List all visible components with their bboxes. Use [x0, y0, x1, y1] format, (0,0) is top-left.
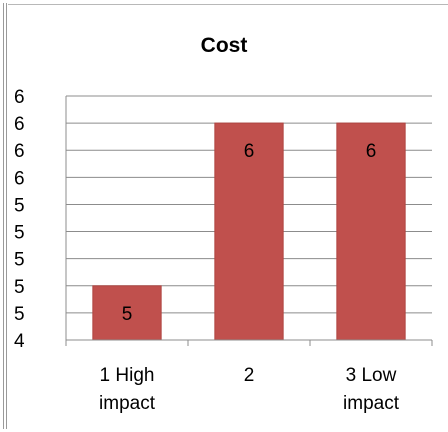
y-tick-label: 6	[14, 141, 25, 162]
y-tick-label: 5	[14, 195, 25, 216]
chart-frame-border	[3, 3, 7, 429]
x-category-label-line: 3 Low	[346, 365, 397, 386]
bar-data-label: 6	[244, 141, 255, 162]
bar	[92, 285, 162, 341]
x-category-label-line: impact	[99, 393, 156, 414]
bar-data-label: 6	[366, 141, 377, 162]
x-category-label: 2	[244, 365, 255, 386]
x-category-label-line: impact	[343, 393, 400, 414]
y-tick-label: 5	[14, 304, 25, 325]
y-tick-label: 5	[14, 250, 25, 271]
y-tick-label: 4	[14, 331, 25, 352]
bar-data-label: 5	[122, 304, 133, 325]
y-tick-label: 6	[14, 168, 25, 189]
bar	[214, 122, 284, 341]
chart-title: Cost	[200, 34, 248, 57]
chart-frame-top-border	[8, 4, 448, 5]
y-tick-label: 6	[14, 114, 25, 135]
x-category-label: 3 Low impact	[343, 365, 400, 414]
x-category-label: 1 High impact	[99, 365, 156, 414]
y-tick-label: 6	[14, 87, 25, 108]
x-category-label-line: 2	[244, 365, 255, 386]
y-tick-label: 5	[14, 277, 25, 298]
x-category-label-line: 1 High	[100, 365, 155, 386]
y-tick-label: 5	[14, 223, 25, 244]
